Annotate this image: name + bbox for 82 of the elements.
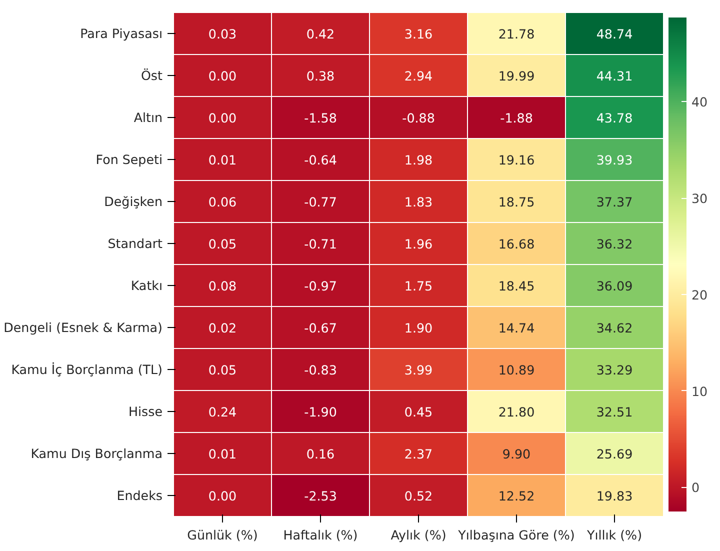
data-label: 14.74 <box>498 320 535 336</box>
data-label: 21.80 <box>498 404 535 420</box>
data-label: -0.71 <box>304 236 337 252</box>
data-label: -1.88 <box>500 110 533 126</box>
data-label: 3.16 <box>404 26 433 42</box>
data-label: 1.98 <box>404 152 433 168</box>
data-label: -1.90 <box>304 404 337 420</box>
data-label: 18.45 <box>498 278 535 294</box>
y-tick-label: Altın <box>134 110 163 125</box>
data-label: 9.90 <box>502 446 531 462</box>
data-label: 0.00 <box>208 68 237 84</box>
y-tick-label: Değişken <box>104 194 163 209</box>
y-tick-label: Dengeli (Esnek & Karma) <box>4 320 163 335</box>
data-label: 21.78 <box>498 26 535 42</box>
data-label: 3.99 <box>404 362 433 378</box>
data-label: 0.00 <box>208 488 237 504</box>
x-tick-label: Yıllık (%) <box>586 528 642 542</box>
y-tick-label: Standart <box>108 236 163 251</box>
data-label: 18.75 <box>498 194 535 210</box>
y-tick-label: Endeks <box>116 488 163 503</box>
y-tick-label: Öst <box>140 68 163 83</box>
data-label: 0.02 <box>208 320 237 336</box>
data-label: -0.64 <box>304 152 337 168</box>
data-label: -0.77 <box>304 194 337 210</box>
color-bar-label: 10 <box>692 384 708 399</box>
color-bar-label: 0 <box>692 480 700 496</box>
data-label: 19.99 <box>498 68 535 84</box>
data-label: 32.51 <box>596 404 633 420</box>
data-label: -0.97 <box>304 278 337 294</box>
x-tick-label: Günlük (%) <box>187 528 258 542</box>
data-label: 1.83 <box>404 194 433 210</box>
data-label: 0.06 <box>208 194 237 210</box>
data-label: 0.00 <box>208 110 237 126</box>
data-label: 0.52 <box>404 488 433 504</box>
data-label: 0.16 <box>306 446 335 462</box>
data-label: 0.38 <box>306 68 335 84</box>
y-tick-label: Para Piyasası <box>80 26 163 41</box>
data-label: 33.29 <box>596 362 633 378</box>
y-tick-label: Hisse <box>128 404 163 419</box>
x-tick-label: Haftalık (%) <box>283 528 358 542</box>
y-tick-label: Kamu Dış Borçlanma <box>30 446 163 461</box>
data-label: 0.05 <box>208 236 237 252</box>
data-label: 36.09 <box>596 278 633 294</box>
data-label: -0.83 <box>304 362 337 378</box>
data-label: 0.05 <box>208 362 237 378</box>
x-tick-label: Yılbaşına Göre (%) <box>457 528 575 542</box>
data-label: -0.67 <box>304 320 337 336</box>
data-label: 10.89 <box>498 362 535 378</box>
data-label: -0.88 <box>402 110 435 126</box>
data-label: -2.53 <box>304 488 337 504</box>
data-label: 0.24 <box>208 404 237 420</box>
data-label: 0.42 <box>306 26 335 42</box>
data-label: 2.37 <box>404 446 433 462</box>
data-label: 0.03 <box>208 26 237 42</box>
data-label: 0.08 <box>208 278 237 294</box>
data-label: 25.69 <box>596 446 633 462</box>
y-tick-label: Fon Sepeti <box>96 152 163 167</box>
data-label: -1.58 <box>304 110 337 126</box>
data-label: 34.62 <box>596 320 633 336</box>
data-label: 2.94 <box>404 68 433 84</box>
data-label: 1.90 <box>404 320 433 336</box>
data-label: 12.52 <box>498 488 535 504</box>
data-label: 48.74 <box>596 26 633 42</box>
data-label: 0.01 <box>208 446 237 462</box>
x-tick-label: Aylık (%) <box>390 528 446 542</box>
y-tick-label: Kamu İç Borçlanma (TL) <box>11 362 163 377</box>
data-label: 36.32 <box>596 236 633 252</box>
color-bar-label: 40 <box>692 94 708 110</box>
y-tick-label: Katkı <box>130 278 162 293</box>
data-label: 37.37 <box>596 194 633 210</box>
data-label: 0.01 <box>208 152 237 168</box>
data-label: 19.83 <box>596 488 633 504</box>
color-bar-label: 30 <box>692 191 708 206</box>
color-bar-label: 20 <box>692 287 708 302</box>
data-label: 39.93 <box>596 152 633 168</box>
data-label: 43.78 <box>596 110 633 126</box>
data-label: 1.96 <box>404 236 433 252</box>
data-label: 44.31 <box>596 68 633 84</box>
data-label: 1.75 <box>404 278 433 294</box>
data-label: 19.16 <box>498 152 535 168</box>
data-label: 16.68 <box>498 236 535 252</box>
data-label: 0.45 <box>404 404 433 420</box>
